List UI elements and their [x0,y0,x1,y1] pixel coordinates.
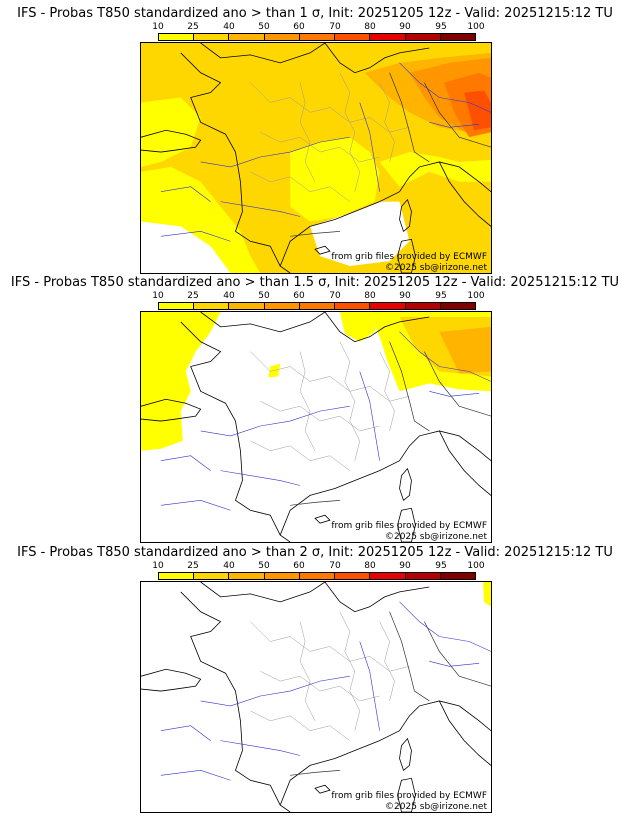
scale-tick-label: 25 [187,22,199,32]
scale-swatch [370,303,406,309]
scale-swatch [335,303,371,309]
prob-field-low [290,137,380,222]
scale-swatch [159,573,195,579]
prob-field-low [141,312,221,451]
scale-tick-label: 100 [467,291,485,301]
scale-labels: 10 25 40 50 60 70 80 90 95 100 [152,561,484,571]
probability-map: from grib files provided by ECMWF ©2025 … [140,42,492,274]
color-scale: 10 25 40 50 60 70 80 90 95 100 [152,561,485,581]
scale-tick-label: 100 [467,561,485,571]
scale-swatch [299,34,336,40]
scale-swatch [264,34,300,40]
panel-1: IFS - Probas T850 standardized ano > tha… [0,6,630,278]
panel-title: IFS - Probas T850 standardized ano > tha… [10,275,620,290]
prob-field-low [483,582,491,607]
scale-labels: 10 25 40 50 60 70 80 90 95 100 [152,22,484,32]
scale-tick-label: 95 [435,561,447,571]
scale-swatch [370,34,406,40]
scale-tick-label: 90 [399,22,411,32]
scale-swatch [335,573,371,579]
scale-tick-label: 50 [258,22,270,32]
prob-field-base [141,582,491,812]
scale-swatch [299,303,336,309]
scale-tick-label: 25 [187,291,199,301]
scale-swatch [229,34,265,40]
color-scale: 10 25 40 50 60 70 80 90 95 100 [152,291,485,311]
scale-tick-label: 80 [364,291,376,301]
scale-tick-label: 50 [258,291,270,301]
scale-swatch [440,573,475,579]
scale-swatch [335,34,371,40]
scale-tick-label: 90 [399,561,411,571]
scale-swatch [405,573,441,579]
panel-title: IFS - Probas T850 standardized ano > tha… [17,545,613,560]
scale-tick-label: 10 [152,561,164,571]
prob-field-zero [310,201,410,267]
panel-title: IFS - Probas T850 standardized ano > tha… [17,6,613,21]
scale-tick-label: 10 [152,22,164,32]
prob-field-low [339,312,380,342]
scale-bar [158,33,476,41]
scale-swatch [159,303,195,309]
scale-tick-label: 10 [152,291,164,301]
prob-field-high [464,90,491,131]
scale-tick-label: 60 [293,291,305,301]
scale-tick-label: 70 [329,561,341,571]
scale-tick-label: 40 [223,291,235,301]
scale-tick-label: 60 [293,22,305,32]
scale-swatch [194,34,230,40]
scale-swatch [229,573,265,579]
scale-tick-label: 60 [293,561,305,571]
panel-2: IFS - Probas T850 standardized ano > tha… [0,275,630,547]
scale-swatch [370,573,406,579]
probability-map: from grib files provided by ECMWF ©2025 … [140,581,492,813]
scale-swatch [440,34,475,40]
prob-field-low [379,152,491,187]
prob-field-low [141,97,201,167]
data-source-credit: from grib files provided by ECMWF [331,252,487,262]
scale-swatch [405,303,441,309]
scale-tick-label: 50 [258,561,270,571]
scale-tick-label: 40 [223,22,235,32]
scale-tick-label: 70 [329,291,341,301]
scale-swatch [194,303,230,309]
scale-swatch [299,573,336,579]
copyright-credit: ©2025 sb@irizone.net [385,532,487,542]
data-source-credit: from grib files provided by ECMWF [331,791,487,801]
scale-tick-label: 70 [329,22,341,32]
scale-swatch [159,34,195,40]
scale-swatch [405,34,441,40]
prob-field-zero [141,221,231,273]
copyright-credit: ©2025 sb@irizone.net [385,802,487,812]
color-scale: 10 25 40 50 60 70 80 90 95 100 [152,22,485,42]
copyright-credit: ©2025 sb@irizone.net [385,263,487,273]
panel-3: IFS - Probas T850 standardized ano > tha… [0,545,630,817]
prob-field-mid [439,326,491,374]
scale-tick-label: 90 [399,291,411,301]
scale-bar [158,302,476,310]
scale-tick-label: 80 [364,22,376,32]
scale-tick-label: 95 [435,291,447,301]
scale-swatch [264,573,300,579]
scale-labels: 10 25 40 50 60 70 80 90 95 100 [152,291,484,301]
scale-swatch [264,303,300,309]
scale-tick-label: 100 [467,22,485,32]
scale-swatch [194,573,230,579]
data-source-credit: from grib files provided by ECMWF [331,521,487,531]
scale-swatch [440,303,475,309]
scale-tick-label: 25 [187,561,199,571]
scale-tick-label: 40 [223,561,235,571]
scale-tick-label: 95 [435,22,447,32]
probability-map: from grib files provided by ECMWF ©2025 … [140,311,492,543]
scale-swatch [229,303,265,309]
scale-bar [158,572,476,580]
scale-tick-label: 80 [364,561,376,571]
